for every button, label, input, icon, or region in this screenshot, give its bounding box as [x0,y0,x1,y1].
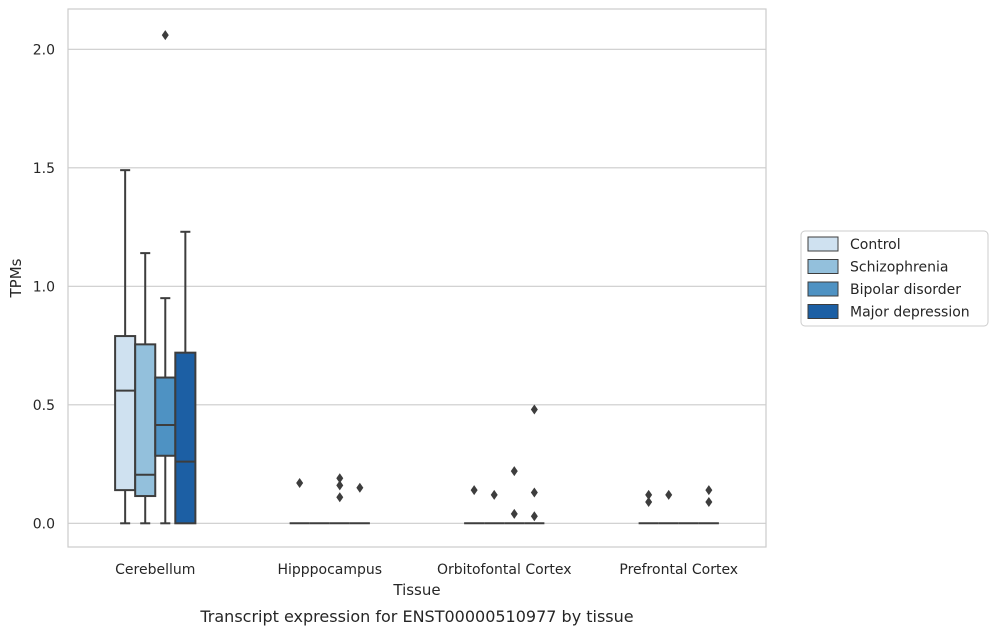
x-axis-label: Tissue [392,581,440,599]
box-major-depression-1 [349,482,370,525]
box-control-0 [114,169,137,525]
legend-swatch [807,281,839,297]
legend: Control Schizophrenia Bipolar disorder Majo… [800,230,989,327]
legend-label: Major depression [850,305,970,321]
y-tick-labels: 0.0 0.5 1.0 1.5 2.0 [33,42,55,532]
outlier-point [705,496,713,507]
outlier-point [161,30,169,41]
box-body [154,376,177,457]
x-tick-label: Orbitofontal Cortex [437,562,572,578]
box-schizophrenia-3 [658,489,679,525]
outlier-point [645,489,653,500]
boxes [114,30,719,525]
box-control-3 [638,489,659,525]
box-bipolar-disorder-0 [154,30,177,525]
box-control-1 [289,478,310,525]
outlier-point [530,487,538,498]
outlier-point [356,482,364,493]
figure-caption: Transcript expression for ENST0000051097… [199,607,633,626]
outlier-point [336,473,344,484]
outlier-point [336,480,344,491]
x-tick-label: Prefrontal Cortex [619,562,738,578]
box-bipolar-disorder-1 [329,473,350,525]
outlier-point [490,489,498,500]
outlier-point [470,485,478,496]
y-tick-label: 1.5 [33,161,55,177]
box-body [134,343,157,498]
outlier-point [296,478,304,489]
legend-swatch [807,304,839,319]
box-bipolar-disorder-2 [504,466,525,525]
y-tick-label: 1.0 [33,279,55,295]
legend-label: Bipolar disorder [850,282,961,298]
box-body [174,351,197,525]
legend-frame [800,230,989,327]
y-tick-label: 0.0 [33,516,55,532]
outlier-point [510,508,518,519]
outlier-point [645,496,653,507]
box-major-depression-0 [174,230,197,525]
x-tick-label: Hipppocampus [277,562,382,578]
outlier-point [530,404,538,415]
x-tick-label: Cerebellum [115,562,195,578]
box-major-depression-3 [698,485,719,525]
y-tick-label: 2.0 [33,42,55,58]
outlier-point [336,492,344,503]
legend-label: Control [850,237,901,253]
outlier-point [510,466,518,477]
outlier-point [530,511,538,522]
legend-label: Schizophrenia [850,260,948,276]
outlier-point [665,489,673,500]
box-body [114,335,137,492]
legend-swatch [807,236,839,252]
y-tick-label: 0.5 [33,398,55,414]
box-major-depression-2 [524,404,545,525]
outlier-point [705,485,713,496]
plot-frame [67,8,767,548]
y-axis-label: TPMs [7,258,25,298]
box-schizophrenia-2 [484,489,505,525]
legend-swatch [807,259,839,274]
box-schizophrenia-0 [134,252,157,525]
box-control-2 [464,485,485,525]
x-tick-labels: Cerebellum Hipppocampus Orbitofontal Corte… [115,562,738,578]
